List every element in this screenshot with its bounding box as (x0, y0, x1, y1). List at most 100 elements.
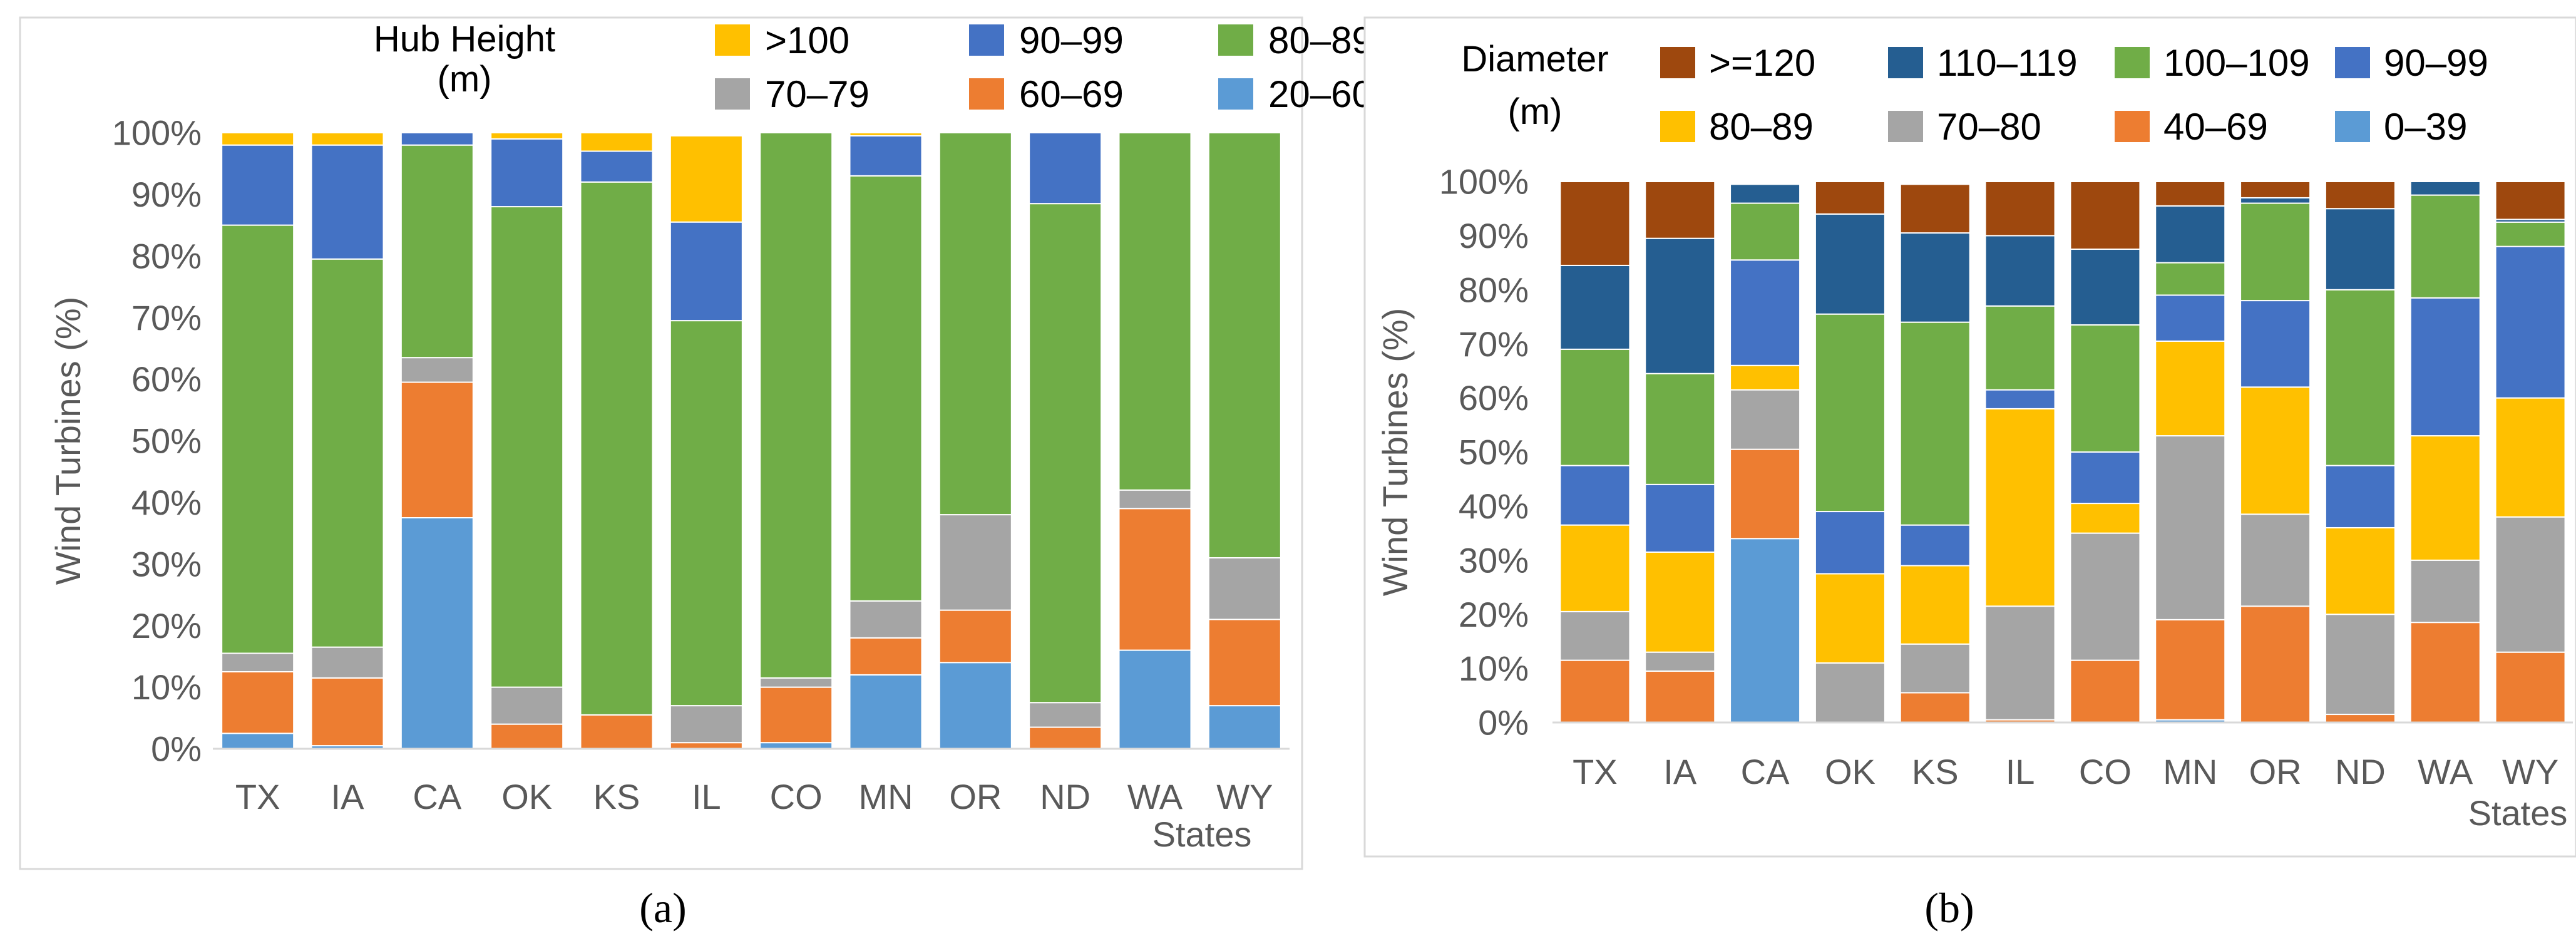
bar-segment-wa-60-69 (1118, 508, 1192, 651)
bar-segment-nd--120 (2324, 181, 2396, 210)
y-tick-label: 50% (1459, 433, 1529, 472)
x-tick-label: WA (2418, 752, 2473, 791)
legend-label: 60–69 (1019, 73, 1124, 115)
bar-segment-ok-90-99 (490, 138, 564, 208)
y-tick-label: 100% (1439, 162, 1529, 202)
legend-swatch (969, 24, 1004, 56)
bar-segment-or--120 (2240, 181, 2311, 198)
bar-segment-ks-90-99 (580, 150, 654, 183)
bar-segment-ca-80-89 (1730, 364, 1801, 391)
legend-swatch (2115, 47, 2150, 78)
bar-segment-nd-40-69 (2324, 714, 2396, 724)
x-axis-title: States (2468, 793, 2568, 833)
bar-segment-wy-70-79 (1208, 557, 1281, 620)
bar-segment-il-100-109 (1984, 305, 2056, 391)
bar-segment-tx-100-109 (1559, 348, 1631, 466)
bar-segment-co-80-89 (759, 132, 833, 679)
bar-segment-or-80-89 (938, 132, 1012, 516)
legend-swatch (715, 78, 750, 110)
bar-segment-ia-80-89 (310, 258, 384, 648)
bar-segment-ca-70-80 (1730, 389, 1801, 450)
x-tick-label: OK (501, 777, 552, 816)
bar-segment-co-80-89 (2070, 503, 2141, 534)
bar-segment-il-90-99 (669, 221, 743, 322)
legend-title-unit: (m) (438, 59, 492, 100)
bar-segment-ok-100-109 (1814, 313, 1886, 513)
bar-segment-or-80-89 (2240, 386, 2311, 515)
x-tick-label: KS (593, 777, 640, 816)
y-tick-label: 40% (131, 483, 202, 522)
y-tick-label: 60% (1459, 378, 1529, 418)
bar-segment-il--120 (1984, 181, 2056, 237)
bar-segment-wy--120 (2495, 181, 2566, 220)
bar-segment-il-110-119 (1984, 235, 2056, 307)
legend-label: 40–69 (2163, 106, 2268, 148)
bar-segment-nd-110-119 (2324, 208, 2396, 290)
bar-segment-tx-80-89 (221, 224, 295, 654)
bar-segment-co-100-109 (2070, 324, 2141, 453)
legend-swatch (1660, 47, 1695, 78)
bar-segment-nd-80-89 (1029, 203, 1102, 704)
bar-segment-ca-60-69 (400, 381, 474, 519)
chart-diameter: 0% 10% 20% 30% 40% 50% 60% 70% 80% 90% 100% Wind Tu… (1363, 16, 2576, 932)
bar-segment-ks-80-89 (580, 181, 654, 716)
bar-segment-tx-90-99 (1559, 465, 1631, 526)
bar-segment-nd-60-69 (1029, 726, 1102, 750)
bar-segment-or-20-60 (938, 662, 1012, 749)
legend-swatch (2335, 111, 2370, 142)
x-tick-label: TX (235, 777, 280, 816)
bar-segment-ia-110-119 (1645, 237, 1716, 374)
bar-segment-ks--100 (580, 132, 654, 152)
x-tick-label: CO (770, 777, 823, 816)
bar-segment-wy-80-89 (2495, 397, 2566, 518)
bar-segment-ca-90-99 (1730, 259, 1801, 366)
legend-swatch (1660, 111, 1695, 142)
legend-title: Hub Height (374, 19, 555, 59)
panel-label: (a) (639, 884, 686, 932)
legend-swatch (715, 24, 750, 56)
bar-segment-ks-80-89 (1899, 565, 1971, 645)
bar-segment-tx--100 (221, 132, 295, 146)
x-tick-label: OR (2249, 752, 2302, 791)
legend-label: 100–109 (2163, 42, 2310, 84)
legend-label: 70–80 (1937, 106, 2041, 148)
x-tick-label: IA (331, 777, 365, 816)
bar-segment-or-110-119 (2240, 197, 2311, 204)
bar-segment-or-90-99 (2240, 300, 2311, 388)
x-tick-label: MN (858, 777, 913, 816)
bar-segment-ia--100 (310, 132, 384, 146)
bar-segment-mn-70-80 (2155, 435, 2226, 620)
legend-swatch (1218, 78, 1253, 110)
bar-segment-wa-80-89 (1118, 132, 1192, 491)
legend-label: >100 (765, 19, 849, 61)
x-tick-label: WY (1216, 777, 1273, 816)
bar-segment-mn-80-89 (849, 175, 923, 602)
bar-segment-ks-60-69 (580, 714, 654, 750)
bar-segment-ks-110-119 (1899, 232, 1971, 323)
x-tick-label: IA (1663, 752, 1697, 791)
x-tick-label: MN (2163, 752, 2217, 791)
bar-segment-wy-90-99 (2495, 245, 2566, 399)
bar-segment-il-80-89 (1984, 408, 2056, 607)
bar-segment-mn-20-60 (849, 674, 923, 750)
bar-segment-co-70-80 (2070, 532, 2141, 661)
y-tick-label: 20% (1459, 595, 1529, 634)
bar-segment-mn-40-69 (2155, 619, 2226, 721)
legend-label: 110–119 (1937, 42, 2078, 84)
bar-segment-ia--120 (1645, 181, 1716, 239)
bar-segment-ok--120 (1814, 181, 1886, 215)
x-tick-label: WA (1127, 777, 1183, 816)
legend-swatch (1888, 47, 1923, 78)
bar-segment-il-90-99 (1984, 389, 2056, 409)
legend-title-unit: (m) (1508, 91, 1563, 132)
x-tick-label: CA (413, 777, 461, 816)
bar-segment-wy-70-80 (2495, 516, 2566, 653)
y-tick-label: 10% (131, 667, 202, 707)
bar-segment-nd-90-99 (2324, 465, 2396, 528)
bar-segment-ca-20-60 (400, 517, 474, 749)
bar-segment-ia-60-69 (310, 677, 384, 747)
bar-segment-or-70-80 (2240, 513, 2311, 607)
bar-segment-ok-80-89 (1814, 573, 1886, 664)
x-tick-label: IL (2006, 752, 2035, 791)
bar-segment-ia-70-80 (1645, 651, 1716, 672)
